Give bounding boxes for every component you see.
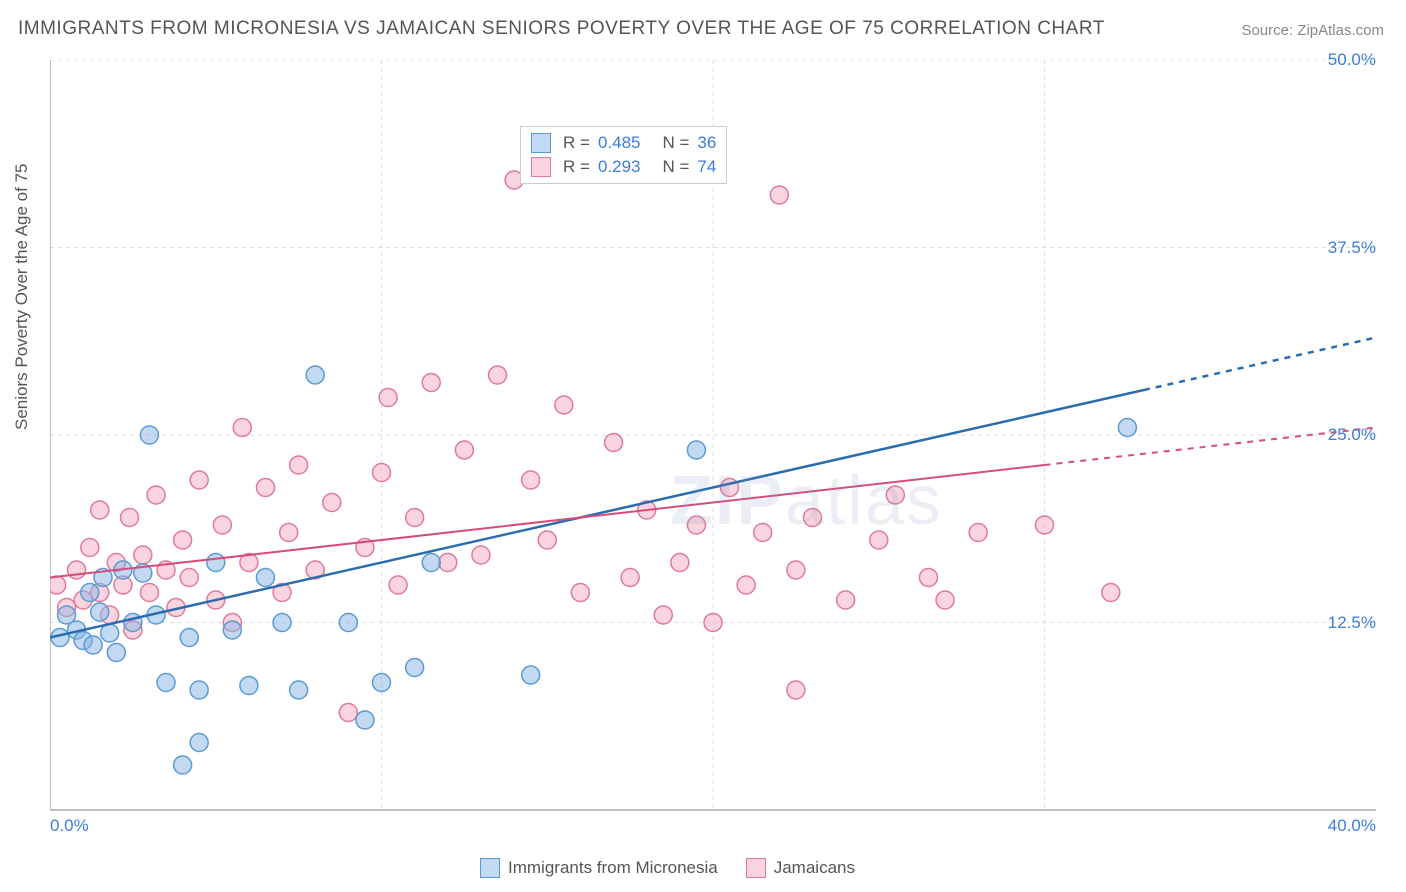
series-legend: Immigrants from Micronesia Jamaicans xyxy=(480,858,855,878)
chart-area: ZIPatlas R =0.485N =36R =0.293N =74 12.5… xyxy=(50,60,1386,840)
x-tick-label: 0.0% xyxy=(50,816,89,836)
correlation-legend: R = 0.485 N = 36 R = 0.293 N = 74 xyxy=(520,126,727,184)
legend-swatch xyxy=(480,858,500,878)
legend-swatch xyxy=(531,157,551,177)
y-tick-label: 37.5% xyxy=(1328,238,1376,258)
series-legend-item: Jamaicans xyxy=(746,858,855,878)
y-tick-label: 12.5% xyxy=(1328,613,1376,633)
chart-title: IMMIGRANTS FROM MICRONESIA VS JAMAICAN S… xyxy=(18,18,1105,40)
correlation-legend-row: R = 0.293 N = 74 xyxy=(531,155,716,179)
y-axis-label: Seniors Poverty Over the Age of 75 xyxy=(12,164,32,430)
r-value: 0.485 xyxy=(598,133,641,153)
source-attribution: Source: ZipAtlas.com xyxy=(1241,22,1384,39)
r-label: R = xyxy=(563,133,590,153)
r-value: 0.293 xyxy=(598,157,641,177)
series-legend-label: Immigrants from Micronesia xyxy=(508,858,718,878)
n-value: 36 xyxy=(697,133,716,153)
r-label: R = xyxy=(563,157,590,177)
y-tick-label: 25.0% xyxy=(1328,425,1376,445)
series-legend-item: Immigrants from Micronesia xyxy=(480,858,718,878)
n-label: N = xyxy=(662,133,689,153)
legend-swatch xyxy=(531,133,551,153)
n-label: N = xyxy=(662,157,689,177)
correlation-legend-row: R = 0.485 N = 36 xyxy=(531,131,716,155)
x-tick-label: 40.0% xyxy=(1328,816,1376,836)
n-value: 74 xyxy=(697,157,716,177)
y-tick-label: 50.0% xyxy=(1328,50,1376,70)
series-legend-label: Jamaicans xyxy=(774,858,855,878)
legend-swatch xyxy=(746,858,766,878)
